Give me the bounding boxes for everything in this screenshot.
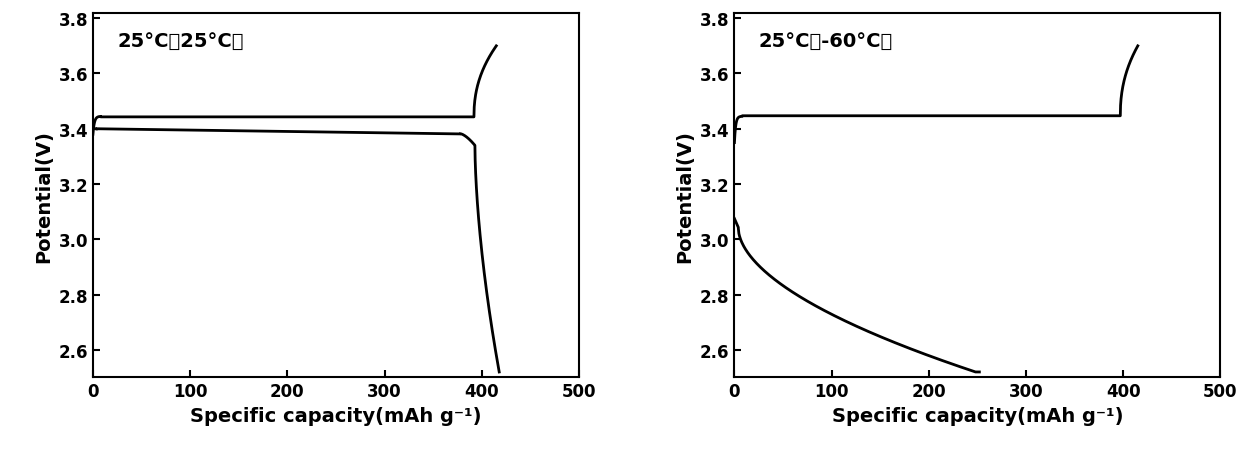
- Y-axis label: Potential(V): Potential(V): [33, 129, 53, 262]
- X-axis label: Specific capacity(mAh g⁻¹): Specific capacity(mAh g⁻¹): [831, 406, 1124, 425]
- X-axis label: Specific capacity(mAh g⁻¹): Specific capacity(mAh g⁻¹): [190, 406, 482, 425]
- Text: 25°C充-60°C放: 25°C充-60°C放: [758, 32, 893, 51]
- Text: 25°C充25°C放: 25°C充25°C放: [118, 32, 244, 51]
- Y-axis label: Potential(V): Potential(V): [675, 129, 694, 262]
